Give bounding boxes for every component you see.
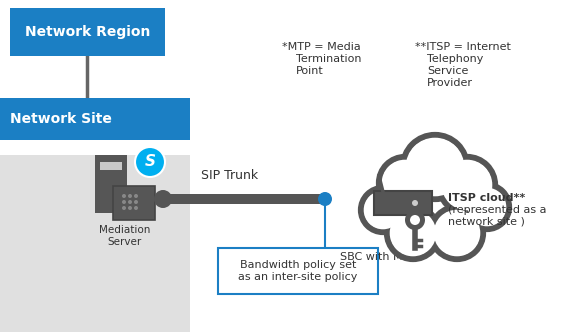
Circle shape [412,200,418,206]
Text: **ITSP = Internet: **ITSP = Internet [415,42,511,52]
Circle shape [468,188,506,226]
Text: Termination: Termination [296,54,361,64]
Circle shape [382,160,428,206]
Circle shape [364,191,402,229]
Circle shape [128,194,132,198]
Bar [95,155,127,213]
Text: SIP Trunk: SIP Trunk [201,169,258,182]
Text: Bandwidth policy set
as an inter-site policy: Bandwidth policy set as an inter-site po… [238,260,358,282]
FancyBboxPatch shape [218,248,378,294]
Bar [0,155,190,332]
Text: Mediation
Server: Mediation Server [100,225,151,247]
Text: Point: Point [296,66,324,76]
Circle shape [128,200,132,204]
Bar [10,8,165,56]
Text: Telephony: Telephony [427,54,484,64]
Circle shape [410,215,420,225]
Circle shape [134,194,138,198]
Circle shape [134,206,138,210]
Text: Network Region: Network Region [25,25,150,39]
Circle shape [128,206,132,210]
Text: SBC with MTP*: SBC with MTP* [340,252,422,262]
Text: (represented as a: (represented as a [448,205,546,215]
Circle shape [406,138,464,196]
Circle shape [318,192,332,206]
Circle shape [465,185,509,229]
Text: Service: Service [427,66,468,76]
Circle shape [431,207,483,259]
Text: S: S [145,154,155,170]
Circle shape [361,188,405,232]
Circle shape [387,207,439,259]
Circle shape [122,206,126,210]
Bar [100,162,122,170]
Circle shape [390,210,436,256]
Circle shape [379,157,431,209]
Bar [163,194,325,204]
Text: Provider: Provider [427,78,473,88]
Text: *MTP = Media: *MTP = Media [282,42,361,52]
Bar [0,98,190,140]
Circle shape [122,194,126,198]
Circle shape [135,147,165,177]
Circle shape [405,210,425,230]
Text: network site ): network site ) [448,217,525,227]
Text: Network Site: Network Site [10,112,112,126]
Circle shape [434,210,480,256]
Circle shape [439,157,495,213]
Circle shape [442,160,492,210]
FancyBboxPatch shape [113,186,155,220]
Circle shape [403,135,467,199]
Circle shape [134,200,138,204]
Circle shape [154,190,172,208]
FancyBboxPatch shape [374,191,432,215]
Circle shape [122,200,126,204]
Text: ITSP cloud**: ITSP cloud** [448,193,525,203]
